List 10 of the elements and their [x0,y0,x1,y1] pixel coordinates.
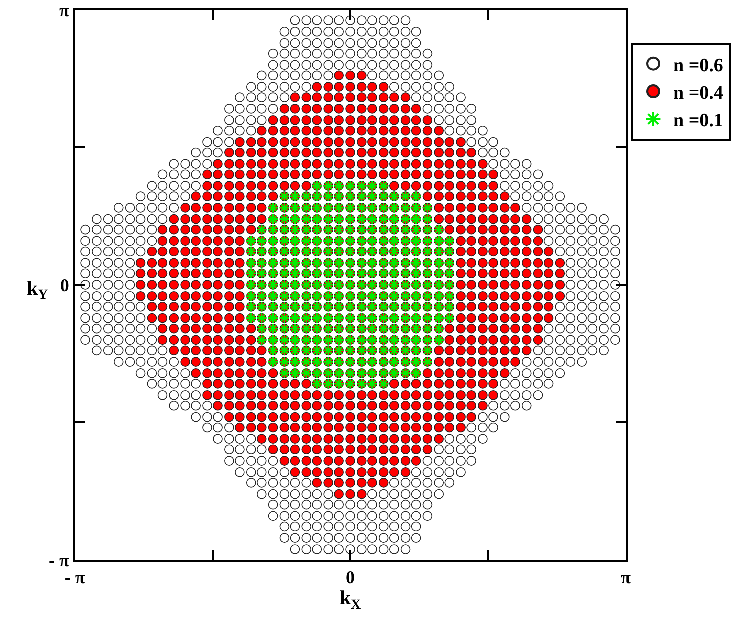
y-tick-label: 0 [60,275,70,296]
y-axis-title: k$_{Y}$ [27,278,48,304]
y-tick-label: π [60,0,70,20]
legend-label: n =0.6 [674,55,724,76]
legend-label: n =0.1 [674,110,724,132]
y-tick-label: - π [49,550,70,570]
x-axis-title: k$_{X}$ [340,588,362,613]
legend-label: n =0.4 [674,82,724,104]
x-tick-label: π [621,568,632,588]
x-tick-label: 0 [346,568,355,588]
